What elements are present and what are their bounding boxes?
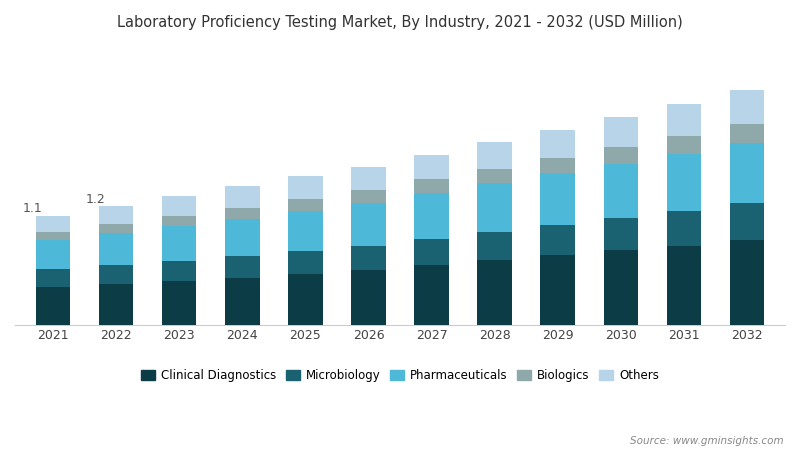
Bar bbox=[35, 269, 70, 287]
Bar bbox=[225, 278, 259, 324]
Text: 1.1: 1.1 bbox=[22, 202, 42, 216]
Bar bbox=[288, 176, 322, 199]
Bar bbox=[730, 124, 765, 143]
Bar bbox=[541, 158, 575, 173]
Bar bbox=[288, 252, 322, 274]
Bar bbox=[478, 183, 512, 232]
Bar bbox=[162, 226, 197, 261]
Bar bbox=[288, 274, 322, 324]
Text: 1.2: 1.2 bbox=[86, 193, 106, 206]
Bar bbox=[666, 211, 702, 246]
Bar bbox=[603, 117, 638, 147]
Bar bbox=[351, 203, 386, 246]
Bar bbox=[414, 155, 449, 180]
Bar bbox=[98, 224, 134, 233]
Bar bbox=[351, 190, 386, 203]
Bar bbox=[541, 225, 575, 256]
Bar bbox=[35, 287, 70, 324]
Bar bbox=[98, 284, 134, 324]
Bar bbox=[414, 266, 449, 324]
Bar bbox=[162, 216, 197, 226]
Bar bbox=[351, 246, 386, 270]
Bar bbox=[414, 193, 449, 238]
Bar bbox=[351, 166, 386, 190]
Bar bbox=[730, 240, 765, 324]
Bar bbox=[541, 130, 575, 157]
Bar bbox=[414, 180, 449, 193]
Bar bbox=[666, 136, 702, 154]
Bar bbox=[414, 238, 449, 266]
Bar bbox=[478, 261, 512, 324]
Bar bbox=[541, 173, 575, 225]
Bar bbox=[162, 261, 197, 281]
Bar bbox=[35, 240, 70, 269]
Bar bbox=[603, 251, 638, 324]
Title: Laboratory Proficiency Testing Market, By Industry, 2021 - 2032 (USD Million): Laboratory Proficiency Testing Market, B… bbox=[117, 15, 683, 30]
Bar bbox=[541, 256, 575, 324]
Bar bbox=[225, 208, 259, 219]
Bar bbox=[98, 206, 134, 224]
Bar bbox=[730, 143, 765, 203]
Bar bbox=[288, 199, 322, 211]
Bar bbox=[666, 246, 702, 324]
Bar bbox=[35, 216, 70, 232]
Bar bbox=[225, 256, 259, 278]
Bar bbox=[35, 232, 70, 240]
Text: Source: www.gminsights.com: Source: www.gminsights.com bbox=[630, 436, 784, 446]
Bar bbox=[603, 218, 638, 251]
Bar bbox=[98, 233, 134, 266]
Bar bbox=[603, 147, 638, 164]
Bar bbox=[162, 281, 197, 324]
Bar bbox=[225, 219, 259, 256]
Legend: Clinical Diagnostics, Microbiology, Pharmaceuticals, Biologics, Others: Clinical Diagnostics, Microbiology, Phar… bbox=[136, 364, 664, 387]
Bar bbox=[478, 142, 512, 168]
Bar bbox=[225, 186, 259, 208]
Bar bbox=[478, 168, 512, 183]
Bar bbox=[666, 104, 702, 136]
Bar bbox=[351, 270, 386, 324]
Bar bbox=[98, 266, 134, 284]
Bar bbox=[162, 196, 197, 216]
Bar bbox=[603, 164, 638, 218]
Bar bbox=[730, 90, 765, 124]
Bar bbox=[730, 203, 765, 240]
Bar bbox=[288, 211, 322, 252]
Bar bbox=[666, 154, 702, 211]
Bar bbox=[478, 232, 512, 261]
